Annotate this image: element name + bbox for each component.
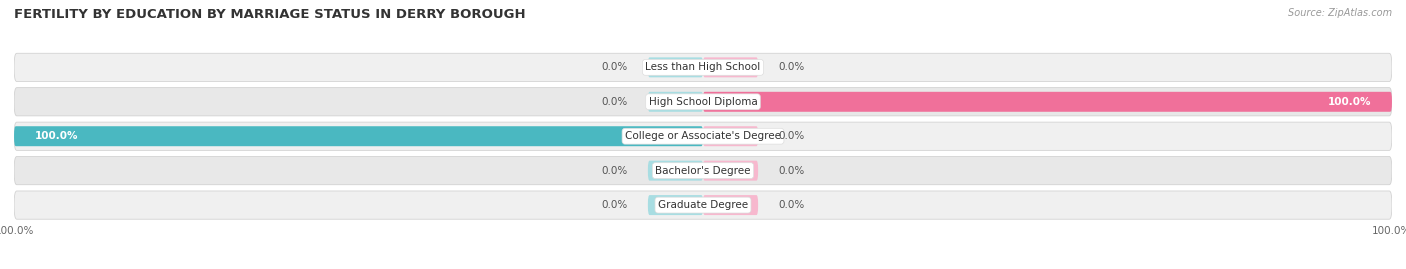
FancyBboxPatch shape	[648, 161, 703, 181]
Text: FERTILITY BY EDUCATION BY MARRIAGE STATUS IN DERRY BOROUGH: FERTILITY BY EDUCATION BY MARRIAGE STATU…	[14, 8, 526, 21]
Text: College or Associate's Degree: College or Associate's Degree	[626, 131, 780, 141]
FancyBboxPatch shape	[703, 195, 758, 215]
FancyBboxPatch shape	[14, 122, 1392, 150]
FancyBboxPatch shape	[703, 92, 1392, 112]
Text: 0.0%: 0.0%	[600, 97, 627, 107]
FancyBboxPatch shape	[14, 88, 1392, 116]
FancyBboxPatch shape	[648, 92, 703, 112]
FancyBboxPatch shape	[648, 195, 703, 215]
FancyBboxPatch shape	[14, 53, 1392, 82]
Text: 0.0%: 0.0%	[600, 62, 627, 72]
Text: 0.0%: 0.0%	[779, 200, 806, 210]
Text: Less than High School: Less than High School	[645, 62, 761, 72]
FancyBboxPatch shape	[14, 191, 1392, 219]
Text: 0.0%: 0.0%	[779, 166, 806, 176]
FancyBboxPatch shape	[703, 126, 758, 146]
Text: 0.0%: 0.0%	[779, 131, 806, 141]
FancyBboxPatch shape	[648, 57, 703, 77]
Text: 0.0%: 0.0%	[600, 200, 627, 210]
FancyBboxPatch shape	[14, 157, 1392, 185]
Text: Graduate Degree: Graduate Degree	[658, 200, 748, 210]
FancyBboxPatch shape	[14, 126, 703, 146]
Text: High School Diploma: High School Diploma	[648, 97, 758, 107]
Text: 100.0%: 100.0%	[35, 131, 79, 141]
Text: 0.0%: 0.0%	[600, 166, 627, 176]
Text: Bachelor's Degree: Bachelor's Degree	[655, 166, 751, 176]
FancyBboxPatch shape	[703, 57, 758, 77]
Text: 0.0%: 0.0%	[779, 62, 806, 72]
Text: Source: ZipAtlas.com: Source: ZipAtlas.com	[1288, 8, 1392, 18]
Text: 100.0%: 100.0%	[1327, 97, 1371, 107]
FancyBboxPatch shape	[703, 161, 758, 181]
